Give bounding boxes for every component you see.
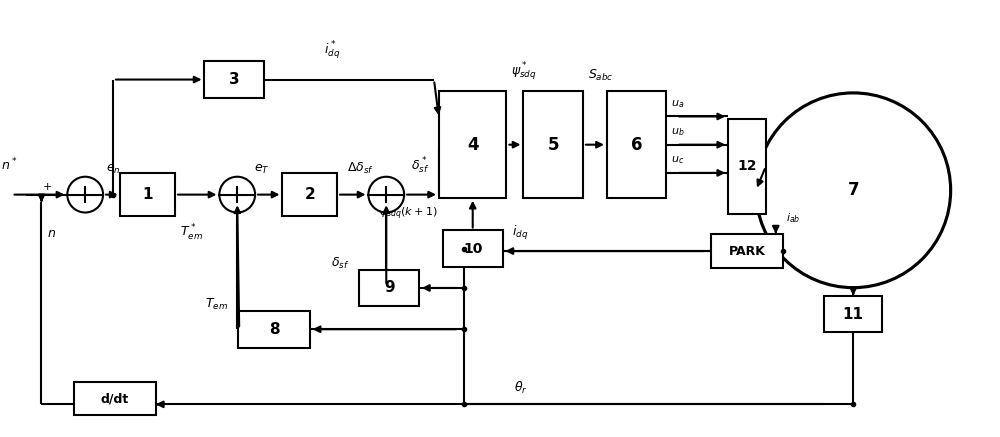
Text: $e_T$: $e_T$ <box>254 163 270 177</box>
Text: 5: 5 <box>547 135 559 154</box>
Text: 2: 2 <box>304 187 315 202</box>
Text: $e_n$: $e_n$ <box>106 163 120 177</box>
Text: $n$: $n$ <box>47 227 56 240</box>
Text: 3: 3 <box>229 72 240 87</box>
Text: $n^*$: $n^*$ <box>1 156 18 173</box>
Text: 11: 11 <box>843 306 864 322</box>
Text: 4: 4 <box>467 135 479 154</box>
Text: $\delta_{sf}^*$: $\delta_{sf}^*$ <box>411 156 430 177</box>
Bar <box>282 173 337 216</box>
Bar <box>238 311 310 348</box>
Text: $+$: $+$ <box>376 201 386 212</box>
Bar <box>74 382 156 415</box>
Text: $\Delta\delta_{sf}$: $\Delta\delta_{sf}$ <box>347 161 374 177</box>
Text: $\psi_{sdq}(k+1)$: $\psi_{sdq}(k+1)$ <box>379 206 438 222</box>
Text: $u_b$: $u_b$ <box>671 126 685 138</box>
Text: $T_{em}$: $T_{em}$ <box>205 297 228 312</box>
Text: $\delta_{sf}$: $\delta_{sf}$ <box>331 256 350 271</box>
Text: $u_a$: $u_a$ <box>671 98 685 110</box>
Text: 10: 10 <box>463 242 482 256</box>
Text: 8: 8 <box>269 322 279 337</box>
Bar <box>824 295 882 333</box>
Text: $u_c$: $u_c$ <box>671 155 685 166</box>
Text: $-$: $-$ <box>227 202 237 212</box>
Text: $-$: $-$ <box>75 202 85 212</box>
Text: +: + <box>43 182 52 192</box>
Bar <box>728 118 766 214</box>
Text: $\psi_{sdq}^*$: $\psi_{sdq}^*$ <box>511 61 537 83</box>
Text: $i_{dq}$: $i_{dq}$ <box>512 224 529 243</box>
Text: $i_{ab}$: $i_{ab}$ <box>786 211 800 225</box>
Text: $i_{dq}^*$: $i_{dq}^*$ <box>324 40 340 62</box>
Bar <box>439 91 506 198</box>
Circle shape <box>219 177 255 212</box>
Text: 9: 9 <box>384 281 395 295</box>
Bar <box>204 61 264 98</box>
Text: 6: 6 <box>631 135 642 154</box>
Circle shape <box>368 177 404 212</box>
Circle shape <box>67 177 103 212</box>
Text: $S_{abc}$: $S_{abc}$ <box>588 68 614 83</box>
Bar <box>607 91 666 198</box>
Bar <box>523 91 583 198</box>
Text: 7: 7 <box>847 181 859 199</box>
Text: $\theta_r$: $\theta_r$ <box>514 380 527 395</box>
Text: 1: 1 <box>143 187 153 202</box>
Bar <box>120 173 175 216</box>
Bar <box>443 230 503 267</box>
Circle shape <box>756 93 951 288</box>
Bar <box>359 270 419 306</box>
Bar <box>711 234 783 268</box>
Text: $T_{em}^*$: $T_{em}^*$ <box>180 223 203 243</box>
Text: d/dt: d/dt <box>101 392 129 405</box>
Text: PARK: PARK <box>729 245 765 257</box>
Text: 12: 12 <box>737 160 757 173</box>
